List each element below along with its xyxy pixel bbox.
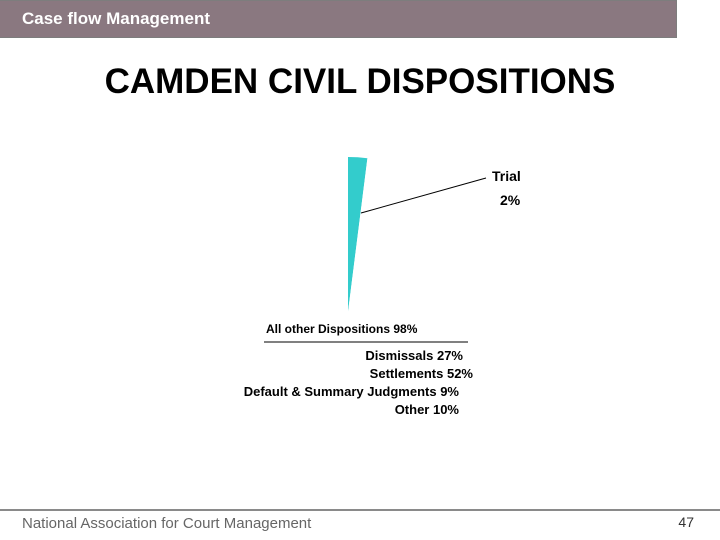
breakdown-item: Settlements 52% bbox=[369, 366, 473, 381]
pie-slice-other bbox=[193, 157, 504, 467]
breakdown-item: Other 10% bbox=[394, 402, 459, 417]
slice-label-trial: Trial bbox=[492, 168, 521, 184]
breakdown-item: Default & Summary Judgments 9% bbox=[243, 384, 459, 399]
slide-title: CAMDEN CIVIL DISPOSITIONS bbox=[104, 62, 616, 101]
slice-value-trial: 2% bbox=[500, 192, 521, 208]
breakdown-item: Dismissals 27% bbox=[365, 348, 463, 363]
header-bar: Case flow Management bbox=[0, 0, 677, 38]
header-title: Case flow Management bbox=[22, 9, 210, 28]
slice-label-other: All other Dispositions 98% bbox=[266, 322, 418, 336]
footer-org: National Association for Court Managemen… bbox=[22, 515, 312, 532]
leader-line-trial bbox=[360, 177, 487, 214]
footer-divider bbox=[0, 509, 720, 511]
page-number: 47 bbox=[678, 514, 694, 530]
pie-slice-trial bbox=[348, 157, 368, 312]
